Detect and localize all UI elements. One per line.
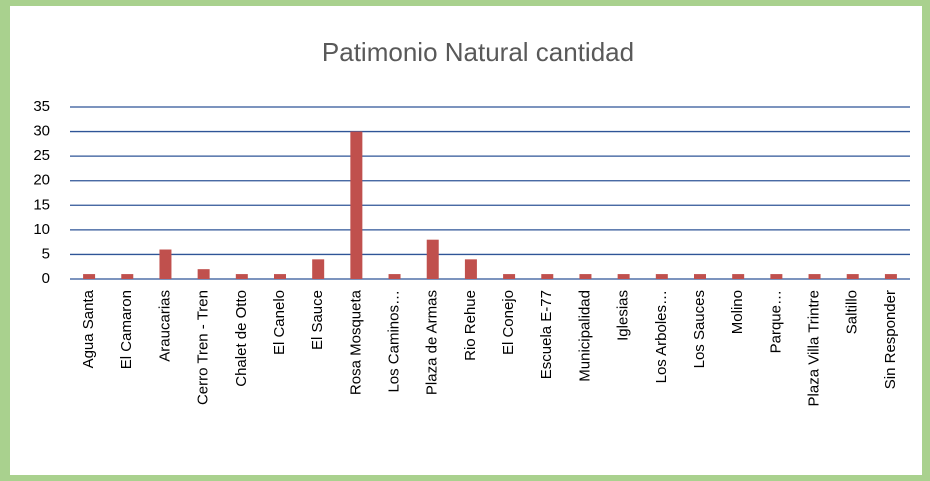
x-tick-label: Parque…: [767, 290, 784, 353]
y-tick-label: 25: [33, 147, 50, 164]
x-tick-label: Araucarias: [156, 290, 173, 362]
y-tick-label: 30: [33, 123, 50, 140]
bar: [426, 239, 439, 279]
x-tick-label: Escuela E-77: [538, 290, 555, 379]
bar: [655, 274, 668, 279]
y-tick-label: 10: [33, 221, 50, 238]
bar: [541, 274, 554, 279]
x-tick-label: Cerro Tren - Tren: [195, 290, 212, 405]
y-tick-label: 15: [33, 196, 50, 213]
bar: [464, 259, 477, 279]
bar: [617, 274, 630, 279]
chart-title: Patimonio Natural cantidad: [322, 37, 634, 67]
x-tick-label: Los Arboles…: [653, 290, 670, 383]
bar: [235, 274, 248, 279]
bar: [808, 274, 821, 279]
bar: [83, 274, 96, 279]
x-tick-label: Molino: [729, 290, 746, 334]
bar: [197, 269, 210, 279]
y-tick-label: 5: [42, 245, 50, 262]
x-tick-label: Municipalidad: [576, 290, 593, 382]
x-tick-label: Los Sauces: [691, 290, 708, 368]
x-tick-label: Plaza de Armas: [424, 290, 441, 395]
x-tick-label: Chalet de Otto: [233, 290, 250, 387]
bar: [846, 274, 859, 279]
y-tick-label: 20: [33, 172, 50, 189]
y-tick-label: 0: [42, 270, 50, 287]
x-tick-label: El Sauce: [309, 290, 326, 350]
bar: [274, 274, 286, 279]
bar: [884, 274, 897, 279]
bar: [388, 274, 401, 279]
x-tick-label: Rosa Mosqueta: [347, 289, 364, 395]
bar: [579, 274, 592, 279]
y-tick-label: 35: [33, 98, 50, 115]
bar: [121, 274, 134, 279]
bar: [159, 249, 172, 279]
panel: [10, 6, 922, 475]
bar: [732, 274, 745, 279]
x-tick-label: Saltillo: [844, 290, 861, 334]
x-tick-label: Los Caminos…: [386, 290, 403, 393]
x-tick-label: El Camaron: [118, 290, 135, 369]
x-tick-label: El Conejo: [500, 290, 517, 355]
x-tick-label: Agua Santa: [80, 289, 97, 368]
x-tick-label: El Canelo: [271, 290, 288, 355]
bar: [312, 259, 325, 279]
x-tick-label: Rio Rehue: [462, 290, 479, 361]
x-tick-label: Iglesias: [615, 290, 632, 341]
bar: [694, 274, 706, 279]
x-tick-label: Sin Responder: [882, 290, 899, 389]
bar: [770, 274, 783, 279]
x-tick-label: Plaza Villa Trintre: [806, 290, 823, 406]
bar: [503, 274, 516, 279]
bar: [350, 131, 363, 279]
